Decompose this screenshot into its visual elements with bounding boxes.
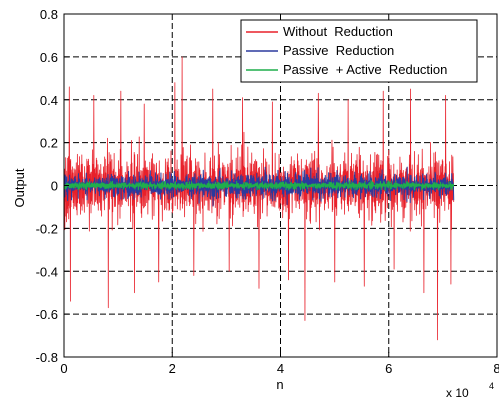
x-tick-label: 2	[169, 361, 176, 376]
y-tick-label: 0	[51, 179, 58, 194]
y-tick-label: 0.8	[40, 7, 58, 22]
y-axis-label: Output	[12, 168, 27, 207]
x-exponent-base: x 10	[446, 386, 469, 400]
axis-ticks: 0 2 4 6 8 -0.8 -0.6 -0.4 -0.2 0 0.2 0.4 0.6 0.8	[36, 7, 499, 376]
x-tick-label: 0	[60, 361, 67, 376]
legend-label-passive-active-reduction: Passive + Active Reduction	[283, 62, 447, 77]
y-tick-label: -0.8	[36, 350, 58, 365]
y-tick-label: 0.2	[40, 136, 58, 151]
y-tick-label: -0.6	[36, 307, 58, 322]
x-tick-label: 6	[385, 361, 392, 376]
legend: Without Reduction Passive Reduction Pass…	[240, 19, 478, 83]
x-tick-label: 8	[493, 361, 499, 376]
x-exponent-power: 4	[489, 381, 494, 391]
series-line-passive-active-reduction	[63, 179, 455, 192]
series-group	[63, 56, 455, 341]
legend-label-without-reduction: Without Reduction	[283, 24, 393, 39]
legend-label-passive-reduction: Passive Reduction	[283, 43, 394, 58]
y-tick-label: 0.4	[40, 93, 58, 108]
y-tick-label: -0.2	[36, 221, 58, 236]
y-tick-label: 0.6	[40, 50, 58, 65]
x-axis-exponent: x 10 4	[446, 381, 494, 400]
legend-box	[240, 19, 478, 83]
x-axis-label: n	[276, 377, 283, 392]
y-tick-label: -0.4	[36, 264, 58, 279]
x-tick-label: 4	[277, 361, 284, 376]
